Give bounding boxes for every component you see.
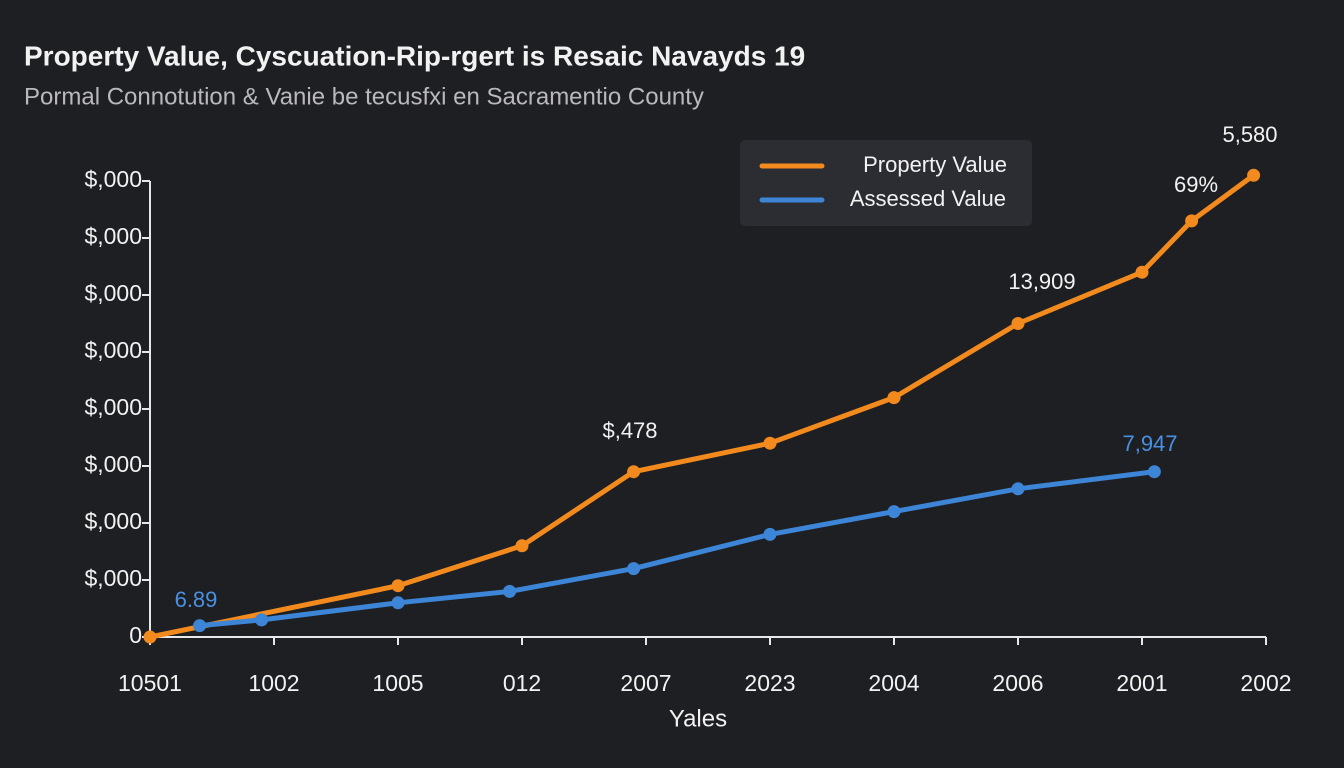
- x-tick-label: 2007: [620, 670, 671, 696]
- data-point: [1011, 317, 1025, 330]
- y-tick-label: $,000: [84, 223, 142, 249]
- x-tick-label: 012: [503, 670, 541, 696]
- data-point: [887, 391, 901, 405]
- data-point: [1185, 214, 1199, 228]
- x-tick-label: 2002: [1240, 670, 1291, 696]
- x-axis-title: Yales: [669, 705, 727, 732]
- legend-label: Assessed Value: [850, 186, 1006, 211]
- y-tick-label: $,000: [84, 565, 142, 591]
- data-point: [193, 619, 207, 633]
- y-tick-label: $,000: [84, 394, 142, 420]
- x-tick-label: 1005: [372, 670, 423, 696]
- annotation: 13,909: [1008, 269, 1075, 294]
- data-point: [627, 562, 641, 576]
- data-point: [255, 613, 269, 627]
- data-point: [515, 539, 529, 553]
- data-point: [627, 465, 641, 479]
- data-point: [1011, 482, 1025, 496]
- x-tick-label: 2004: [868, 670, 919, 696]
- x-tick-label: 2006: [992, 670, 1043, 696]
- y-tick-label: $,000: [84, 451, 142, 477]
- annotation: $,478: [602, 418, 657, 443]
- annotation: 5,580: [1222, 122, 1277, 147]
- x-tick-label: 2001: [1116, 670, 1167, 696]
- chart-title: Property Value, Cyscuation-Rip-rgert is …: [24, 40, 805, 71]
- data-point: [391, 579, 405, 593]
- data-point: [763, 436, 777, 450]
- y-tick-label: $,000: [84, 508, 142, 534]
- legend-box: [740, 140, 1032, 226]
- data-point: [503, 584, 517, 598]
- y-tick-label: $,000: [84, 166, 142, 192]
- data-point: [1147, 465, 1161, 479]
- data-point: [763, 527, 777, 541]
- data-point: [1135, 265, 1149, 279]
- x-tick-label: 1002: [248, 670, 299, 696]
- data-point: [143, 630, 157, 644]
- data-point: [1247, 168, 1261, 182]
- series-line: [147, 172, 1257, 640]
- y-tick-label: 0: [129, 622, 142, 648]
- data-point: [887, 505, 901, 519]
- annotation: 69%: [1174, 172, 1218, 197]
- data-point: [391, 596, 405, 610]
- annotation: 7,947: [1122, 431, 1177, 456]
- x-tick-label: 2023: [744, 670, 795, 696]
- chart-subtitle: Pormal Connotution & Vanie be tecusfxi e…: [24, 83, 704, 110]
- y-tick-label: $,000: [84, 280, 142, 306]
- x-tick-label: 10501: [118, 670, 182, 696]
- y-tick-label: $,000: [84, 337, 142, 363]
- legend-label: Property Value: [863, 152, 1007, 177]
- annotation: 6.89: [175, 587, 218, 612]
